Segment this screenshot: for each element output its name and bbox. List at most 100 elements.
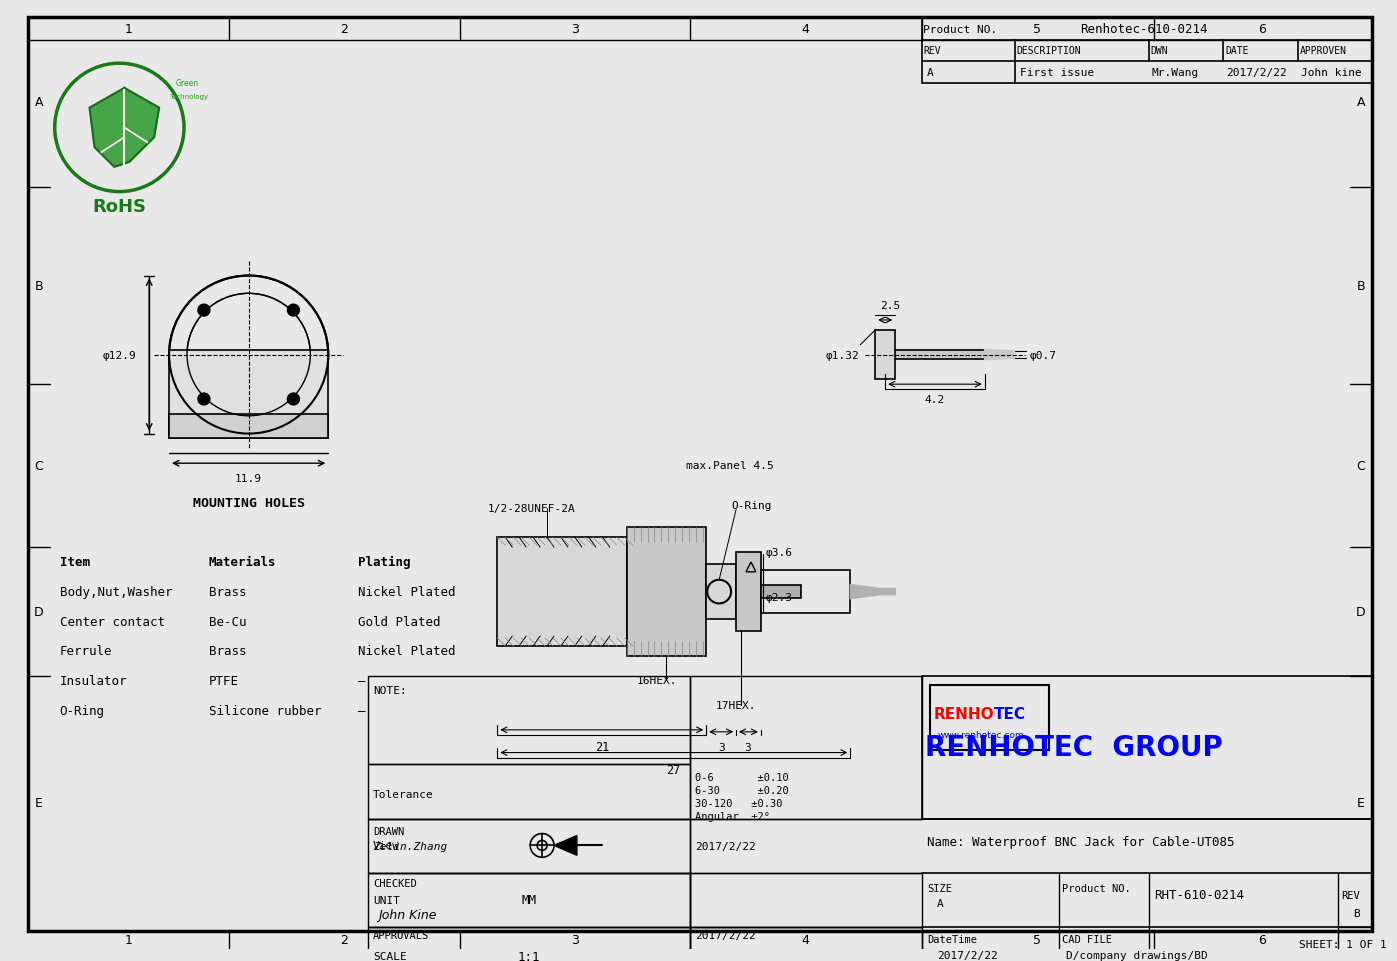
Text: D: D: [1356, 605, 1365, 618]
Text: φ2.3: φ2.3: [766, 592, 793, 602]
Text: 1:1: 1:1: [518, 949, 541, 961]
Text: www.renhotec.com: www.renhotec.com: [937, 730, 1024, 740]
Text: Be-Cu: Be-Cu: [210, 615, 246, 628]
Text: B: B: [1356, 280, 1365, 292]
Text: Name: Waterproof BNC Jack for Cable-UT085: Name: Waterproof BNC Jack for Cable-UT08…: [928, 835, 1235, 848]
Text: E: E: [35, 797, 43, 809]
Text: 1/2-28UNEF-2A: 1/2-28UNEF-2A: [488, 504, 576, 513]
Text: O-Ring: O-Ring: [731, 500, 771, 510]
Polygon shape: [851, 585, 895, 599]
Polygon shape: [89, 88, 159, 168]
Bar: [736, 553, 761, 631]
Text: E: E: [1356, 797, 1365, 809]
Text: Technology: Technology: [169, 93, 208, 100]
Text: MOUNTING HOLES: MOUNTING HOLES: [193, 497, 305, 509]
Text: 0-6       ±0.10: 0-6 ±0.10: [696, 773, 789, 782]
Circle shape: [198, 394, 210, 406]
Text: 5: 5: [1034, 933, 1041, 946]
Text: φ0.7: φ0.7: [1030, 350, 1056, 360]
Text: DateTime: DateTime: [928, 934, 977, 945]
Bar: [707, 564, 736, 620]
Text: 21: 21: [595, 740, 609, 753]
Text: UNIT: UNIT: [373, 895, 400, 905]
Circle shape: [288, 305, 299, 317]
Text: Silicone rubber: Silicone rubber: [210, 703, 321, 717]
Text: Renhotec-610-0214: Renhotec-610-0214: [1080, 23, 1207, 37]
Text: 4: 4: [802, 23, 810, 37]
Text: 3: 3: [571, 23, 578, 37]
Bar: [761, 570, 851, 614]
Bar: [886, 350, 985, 360]
Text: View: View: [373, 841, 400, 850]
Text: 4: 4: [802, 933, 810, 946]
Text: φ12.9: φ12.9: [102, 350, 137, 360]
Text: Plating: Plating: [358, 555, 411, 569]
Text: Green: Green: [176, 80, 198, 88]
Text: 4.2: 4.2: [925, 395, 946, 405]
Text: 2017/2/22: 2017/2/22: [937, 950, 997, 960]
Text: DESCRIPTION: DESCRIPTION: [1017, 46, 1081, 57]
Bar: [367, 819, 690, 874]
Text: 3: 3: [718, 742, 725, 752]
Text: Product NO.: Product NO.: [923, 25, 997, 35]
Text: Materials: Materials: [210, 555, 277, 569]
Text: SHEET: 1 OF 1: SHEET: 1 OF 1: [1299, 939, 1387, 949]
Text: Brass: Brass: [210, 645, 246, 657]
Bar: [497, 538, 627, 646]
Text: DRAWN: DRAWN: [373, 825, 404, 836]
Text: 2.5: 2.5: [880, 301, 900, 310]
Text: John Kine: John Kine: [379, 908, 436, 921]
Text: 2017/2/22: 2017/2/22: [696, 842, 756, 851]
Text: REV: REV: [1341, 890, 1359, 899]
Text: Product NO.: Product NO.: [1062, 883, 1132, 893]
Bar: [169, 350, 328, 439]
Text: D: D: [34, 605, 43, 618]
Text: Mr.Wang: Mr.Wang: [1151, 68, 1199, 78]
Text: 27: 27: [666, 763, 680, 776]
Text: 2: 2: [341, 23, 348, 37]
Bar: [367, 874, 690, 927]
Bar: [169, 414, 328, 439]
Text: —: —: [358, 703, 366, 717]
Text: RENHO: RENHO: [935, 705, 995, 721]
Text: 30-120   ±0.30: 30-120 ±0.30: [696, 798, 782, 808]
Text: B: B: [1352, 907, 1359, 918]
Text: Item: Item: [60, 555, 89, 569]
Text: φ3.6: φ3.6: [766, 548, 793, 557]
Text: CAD FILE: CAD FILE: [1062, 934, 1112, 945]
Text: 16HEX.: 16HEX.: [637, 676, 678, 686]
Text: 3: 3: [571, 933, 578, 946]
Text: First issue: First issue: [1020, 68, 1094, 78]
Text: 11.9: 11.9: [235, 474, 263, 483]
Text: 6: 6: [1259, 23, 1266, 37]
Text: RoHS: RoHS: [92, 198, 147, 216]
Text: DWN: DWN: [1151, 46, 1168, 57]
Text: C: C: [1356, 459, 1365, 472]
Bar: [627, 528, 707, 656]
Bar: [690, 874, 922, 927]
Polygon shape: [985, 350, 1014, 360]
Text: REV: REV: [923, 46, 940, 57]
Text: Nickel Plated: Nickel Plated: [358, 585, 455, 599]
Text: —: —: [358, 675, 366, 687]
Text: 5: 5: [1034, 23, 1041, 37]
Text: 2: 2: [341, 933, 348, 946]
Text: 2017/2/22: 2017/2/22: [1227, 68, 1287, 78]
Text: RENHOTEC  GROUP: RENHOTEC GROUP: [925, 733, 1224, 761]
Bar: [367, 676, 690, 765]
Text: 17HEX.: 17HEX.: [717, 701, 757, 710]
Text: Brass: Brass: [210, 585, 246, 599]
Text: John kine: John kine: [1301, 68, 1362, 78]
Text: D/company drawings/BD: D/company drawings/BD: [1066, 950, 1208, 960]
Circle shape: [198, 305, 210, 317]
Text: PTFE: PTFE: [210, 675, 239, 687]
Text: Gold Plated: Gold Plated: [358, 615, 440, 628]
Text: APPROVEN: APPROVEN: [1301, 46, 1347, 57]
Text: DATE: DATE: [1225, 46, 1249, 57]
Circle shape: [288, 394, 299, 406]
Text: max.Panel 4.5: max.Panel 4.5: [686, 460, 774, 471]
Text: A: A: [1356, 96, 1365, 110]
Bar: [367, 927, 690, 961]
Bar: [690, 676, 922, 819]
Text: 1: 1: [124, 23, 133, 37]
